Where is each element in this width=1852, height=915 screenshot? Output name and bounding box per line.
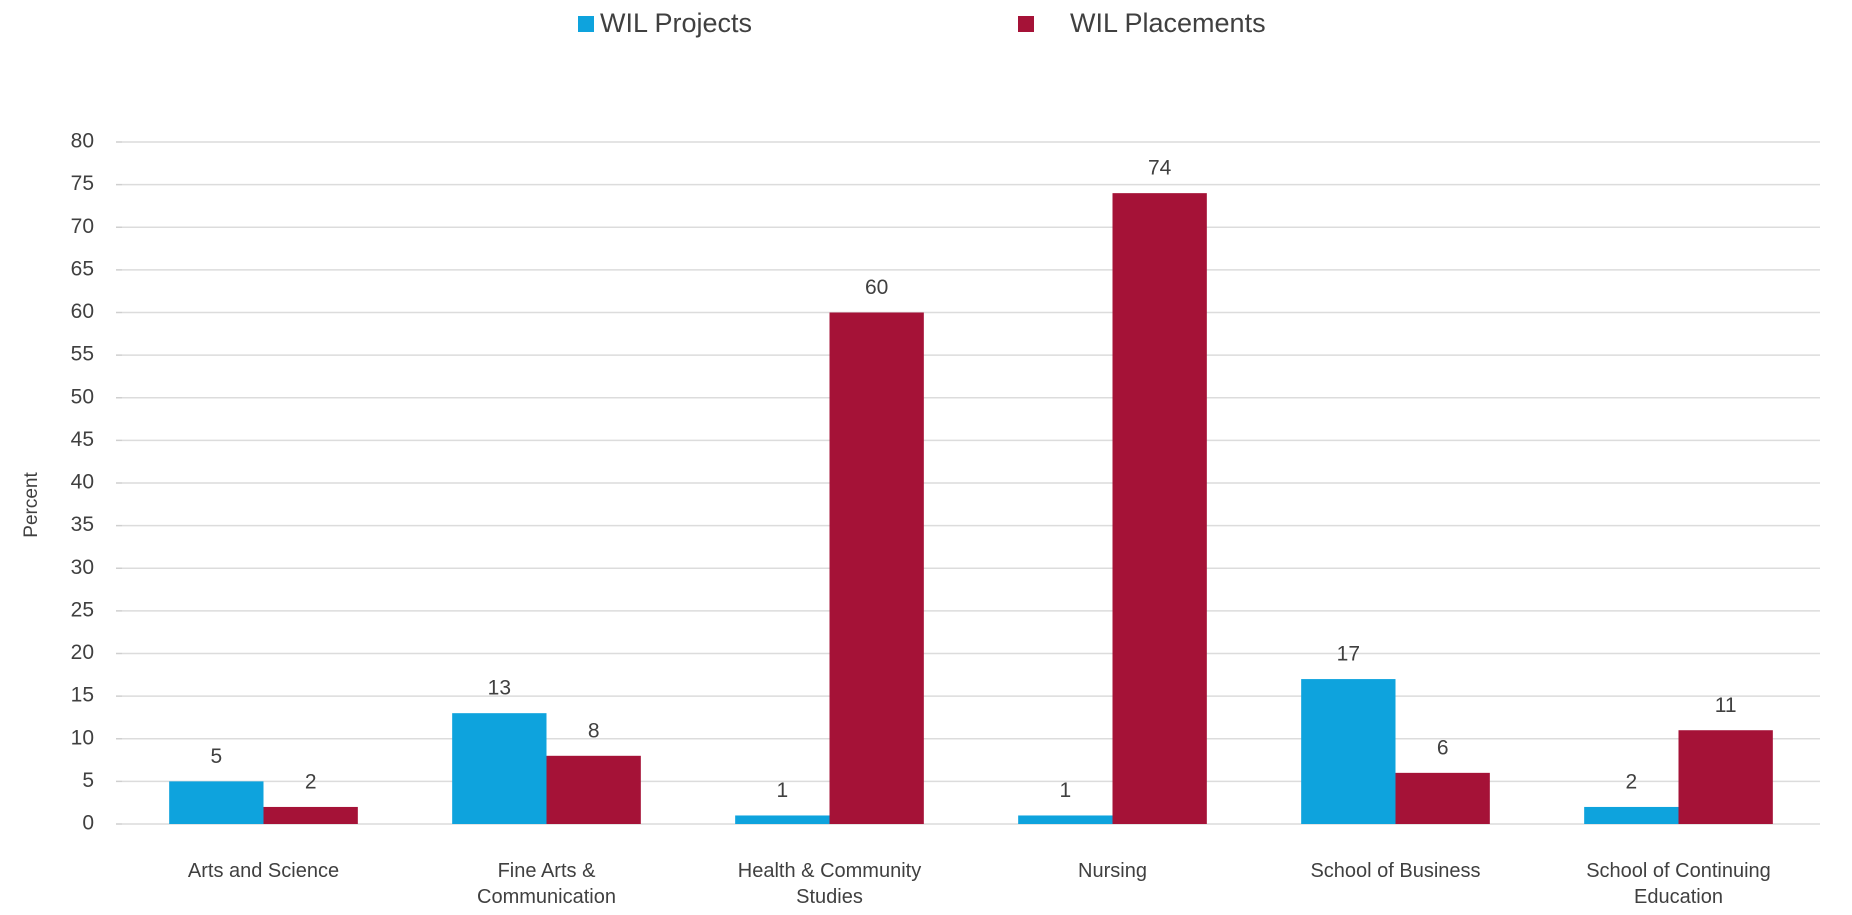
- bar: [1301, 679, 1396, 824]
- bar: [735, 815, 830, 824]
- y-tick-label: 50: [71, 385, 94, 408]
- value-label: 1: [776, 779, 788, 802]
- x-tick-label: Fine Arts & Communication: [477, 860, 616, 908]
- legend-label: WIL Projects: [600, 8, 752, 38]
- value-label: 5: [210, 745, 222, 768]
- legend-label: WIL Placements: [1070, 8, 1266, 38]
- y-axis-label: Percent: [21, 472, 42, 538]
- value-label: 11: [1715, 694, 1737, 717]
- value-label: 13: [488, 677, 511, 700]
- value-label: 8: [588, 719, 600, 742]
- y-tick-label: 15: [71, 684, 94, 707]
- x-tick-label: Nursing: [1078, 860, 1147, 882]
- value-label: 2: [305, 770, 317, 793]
- bar: [1395, 772, 1490, 824]
- y-tick-label: 55: [71, 343, 94, 366]
- bar: [263, 806, 358, 824]
- value-label: 74: [1148, 157, 1172, 180]
- bar: [1678, 730, 1773, 824]
- y-tick-label: 25: [71, 598, 94, 621]
- y-tick-label: 10: [71, 726, 94, 749]
- y-tick-label: 20: [71, 641, 94, 664]
- bar: [1018, 815, 1113, 824]
- value-label: 2: [1625, 770, 1637, 793]
- bar: [546, 755, 641, 824]
- y-tick-label: 60: [71, 300, 94, 323]
- bar: [829, 312, 924, 824]
- legend-swatch: [578, 16, 594, 32]
- y-tick-label: 35: [71, 513, 94, 536]
- y-tick-label: 5: [82, 769, 94, 792]
- y-tick-label: 75: [71, 172, 94, 195]
- x-tick-label: School of Business: [1310, 860, 1481, 882]
- value-label: 17: [1337, 643, 1360, 666]
- y-tick-label: 45: [71, 428, 94, 451]
- y-tick-label: 80: [71, 130, 94, 153]
- y-tick-label: 65: [71, 257, 94, 280]
- y-tick-label: 30: [71, 556, 94, 579]
- bar: [1112, 193, 1207, 824]
- bar: [1584, 806, 1679, 824]
- x-tick-label: School of Continuing Education: [1586, 860, 1771, 908]
- y-tick-label: 0: [82, 812, 94, 835]
- value-label: 1: [1059, 779, 1071, 802]
- value-label: 60: [865, 276, 888, 299]
- x-tick-label: Arts and Science: [187, 860, 340, 882]
- x-tick-label: Health & Community Studies: [737, 860, 922, 908]
- legend-swatch: [1018, 16, 1034, 32]
- y-tick-label: 70: [71, 215, 94, 238]
- value-label: 6: [1437, 736, 1449, 759]
- bar: [169, 781, 264, 824]
- y-tick-label: 40: [71, 471, 94, 494]
- bar: [452, 713, 547, 824]
